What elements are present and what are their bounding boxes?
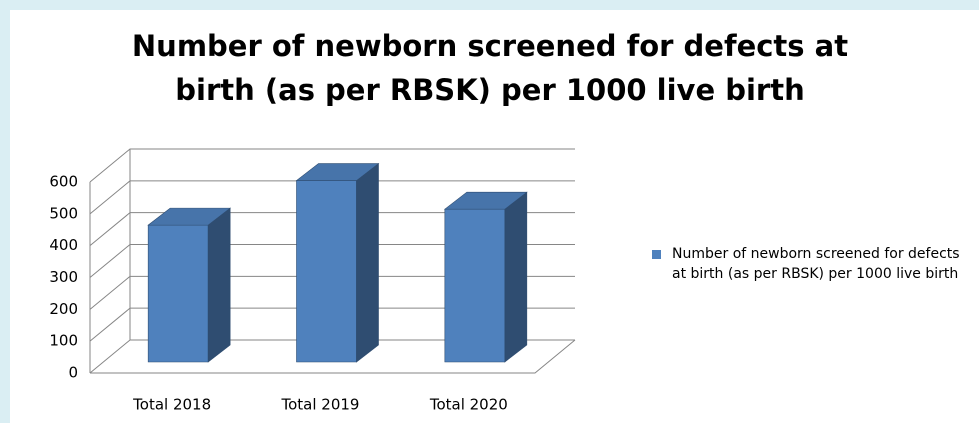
legend: Number of newborn screened for defects a… — [652, 244, 979, 284]
y-tick-label: 200 — [49, 300, 78, 318]
bar-top — [147, 207, 232, 226]
chart: 0 100 200 300 400 500 600 Total 2018 Total 2019 T… — [49, 148, 576, 414]
legend-swatch — [652, 250, 661, 259]
y-tick-label: 500 — [49, 204, 78, 222]
bar-top — [295, 163, 380, 181]
bar — [443, 191, 528, 363]
bar-side — [356, 162, 379, 363]
grid-line — [89, 307, 575, 342]
grid-line — [89, 148, 575, 183]
bar — [295, 162, 380, 363]
bar-side — [504, 191, 528, 363]
chart-title: Number of newborn screened for defects a… — [131, 29, 849, 107]
y-tick-label: 100 — [49, 332, 78, 350]
grid-line — [89, 212, 575, 247]
x-tick-label: Total 2018 — [132, 396, 211, 414]
bar-side — [207, 207, 231, 363]
x-tick-label: Total 2020 — [429, 396, 508, 414]
y-tick-label: 300 — [49, 268, 78, 286]
bar-front — [444, 208, 506, 363]
floor — [90, 339, 576, 374]
chart-panel: 0 100 200 300 400 500 600 Total 2018 Total 2019 T… — [10, 10, 979, 423]
bar-top — [443, 191, 528, 210]
bar-front — [147, 224, 209, 363]
grid-line — [89, 339, 575, 374]
legend-label: Number of newborn screened for defects a… — [672, 246, 960, 282]
bar-front — [296, 180, 357, 363]
y-tick-label: 0 — [68, 364, 78, 382]
grid-line — [89, 180, 575, 215]
x-tick-label: Total 2019 — [281, 396, 360, 414]
grid-line — [89, 244, 575, 278]
bar — [147, 207, 232, 363]
y-tick-label: 600 — [49, 173, 78, 191]
grid-line — [89, 275, 575, 310]
y-tick-label: 400 — [49, 236, 78, 254]
